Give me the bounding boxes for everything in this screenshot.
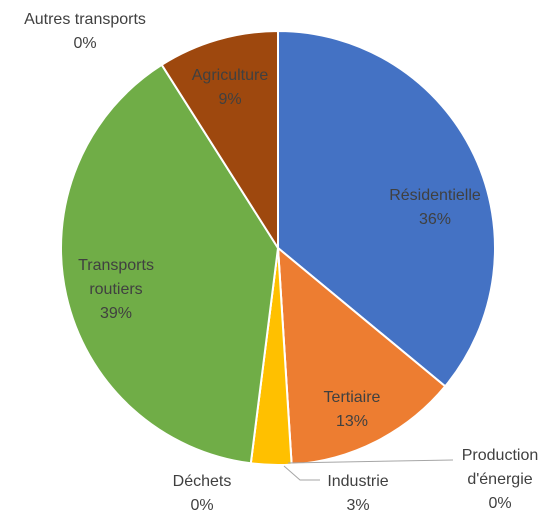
value-label: 0% <box>73 35 97 52</box>
category-label: Tertiaire <box>323 389 381 406</box>
value-label: 3% <box>346 497 370 514</box>
value-label: 13% <box>335 413 369 430</box>
category-label: Transports routiers <box>78 257 154 298</box>
category-label: Production d'énergie <box>461 447 539 488</box>
data-label: Production d'énergie 0% <box>450 444 550 515</box>
leader-line <box>283 465 320 481</box>
category-label: Industrie <box>327 473 389 490</box>
pie-slice <box>276 245 447 466</box>
data-label: Agriculture 9% <box>180 64 280 112</box>
value-label: 0% <box>190 497 214 514</box>
category-label: Autres transports <box>24 11 146 28</box>
category-label: Résidentielle <box>389 187 481 204</box>
data-label: Résidentielle 36% <box>365 184 505 232</box>
value-label: 39% <box>99 305 133 322</box>
pie-slice <box>277 29 496 388</box>
data-label: Tertiaire 13% <box>302 386 402 434</box>
data-label: Déchets 0% <box>152 470 252 515</box>
pie-slice <box>160 29 279 252</box>
data-label: Transports routiers 39% <box>66 254 166 326</box>
category-label: Déchets <box>172 473 232 490</box>
pie-slice <box>60 63 280 465</box>
value-label: 36% <box>418 211 452 228</box>
value-label: 9% <box>218 91 242 108</box>
data-label: Industrie 3% <box>308 470 408 515</box>
data-label: Autres transports 0% <box>0 8 170 56</box>
category-label: Agriculture <box>191 67 269 84</box>
leader-line <box>287 459 454 464</box>
value-label: 0% <box>488 495 512 512</box>
